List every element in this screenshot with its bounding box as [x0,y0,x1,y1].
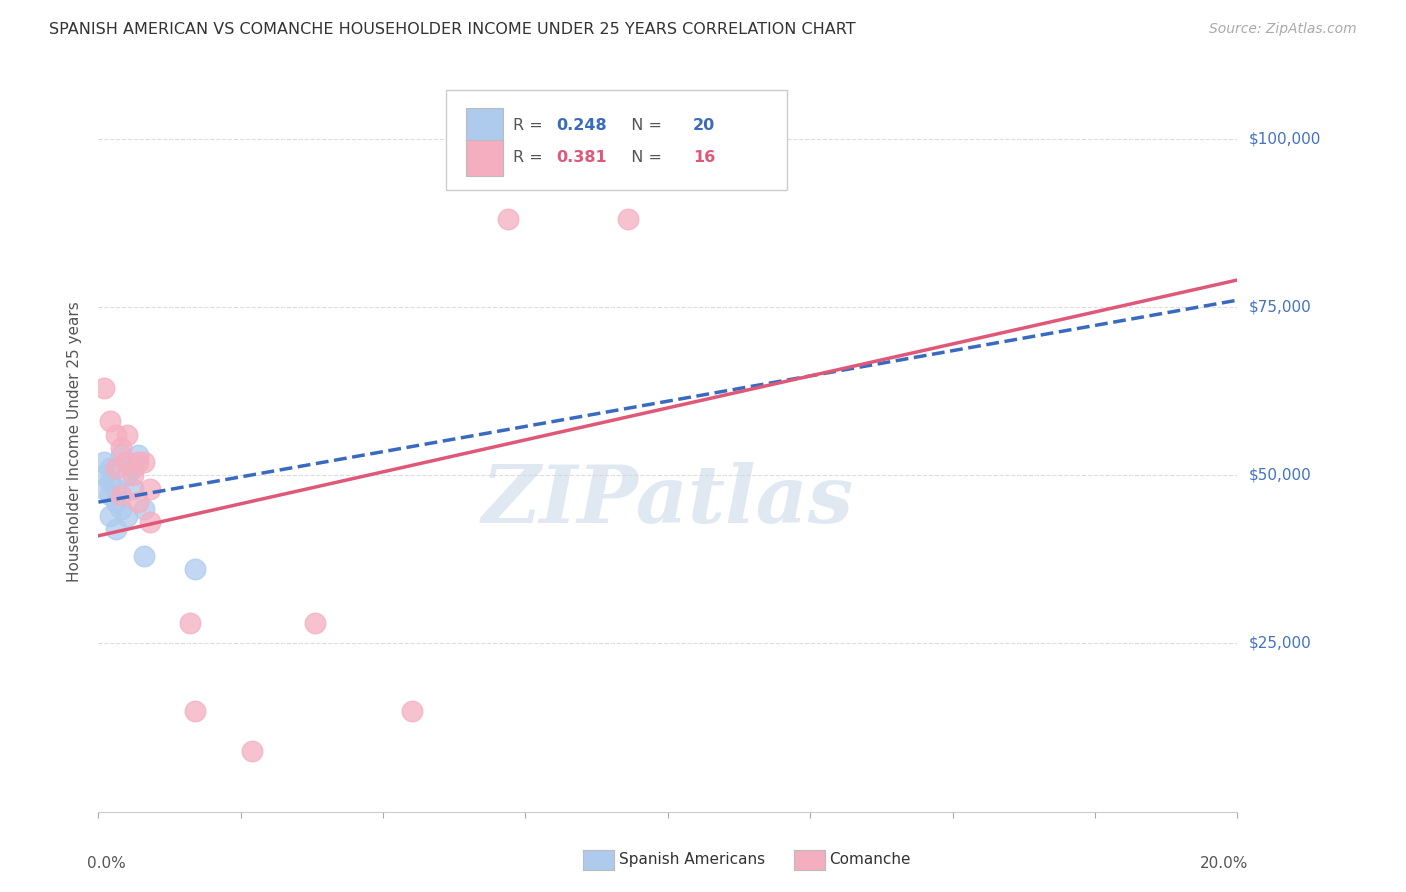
Text: 0.381: 0.381 [557,151,607,166]
Point [93,482,115,496]
Point [138,516,160,530]
Point [110,442,132,456]
Text: Source: ZipAtlas.com: Source: ZipAtlas.com [1209,22,1357,37]
FancyBboxPatch shape [467,108,503,144]
Point [401,704,423,718]
Point [115,508,138,523]
Text: $100,000: $100,000 [1249,131,1320,146]
Point [138,482,160,496]
Point [121,468,143,483]
Text: N =: N = [621,151,668,166]
Text: Comanche: Comanche [830,853,911,867]
Point [104,482,127,496]
Point [110,448,132,462]
Text: $25,000: $25,000 [1249,636,1312,651]
Point [498,212,520,227]
Point [104,427,127,442]
Point [115,468,138,483]
Point [127,495,149,509]
Point [132,455,155,469]
FancyBboxPatch shape [446,90,787,190]
Point [93,468,115,483]
Point [98,488,121,502]
Text: $50,000: $50,000 [1249,467,1312,483]
Text: N =: N = [621,118,668,133]
Point [93,455,115,469]
Text: R =: R = [513,118,548,133]
FancyBboxPatch shape [467,140,503,176]
Point [127,448,149,462]
Point [184,704,207,718]
Point [240,744,263,758]
Point [98,508,121,523]
Text: SPANISH AMERICAN VS COMANCHE HOUSEHOLDER INCOME UNDER 25 YEARS CORRELATION CHART: SPANISH AMERICAN VS COMANCHE HOUSEHOLDER… [49,22,856,37]
Point [184,562,207,576]
Point [179,616,201,631]
Point [121,461,143,475]
Point [110,488,132,502]
Point [121,482,143,496]
Text: 16: 16 [693,151,716,166]
Point [132,501,155,516]
Point [98,475,121,489]
Point [110,501,132,516]
Point [93,381,115,395]
Point [115,427,138,442]
Text: 20: 20 [693,118,716,133]
Point [115,455,138,469]
Point [617,212,640,227]
Point [98,461,121,475]
Text: Spanish Americans: Spanish Americans [619,853,765,867]
Text: 0.248: 0.248 [557,118,607,133]
Text: 0.0%: 0.0% [87,856,125,871]
Text: $75,000: $75,000 [1249,300,1312,314]
Point [132,549,155,563]
Point [127,455,149,469]
Text: R =: R = [513,151,548,166]
Y-axis label: Householder Income Under 25 years: Householder Income Under 25 years [67,301,83,582]
Point [104,522,127,536]
Point [104,495,127,509]
Point [98,414,121,428]
Point [304,616,326,631]
Text: ZIPatlas: ZIPatlas [482,462,853,540]
Point [104,461,127,475]
Text: 20.0%: 20.0% [1201,856,1249,871]
